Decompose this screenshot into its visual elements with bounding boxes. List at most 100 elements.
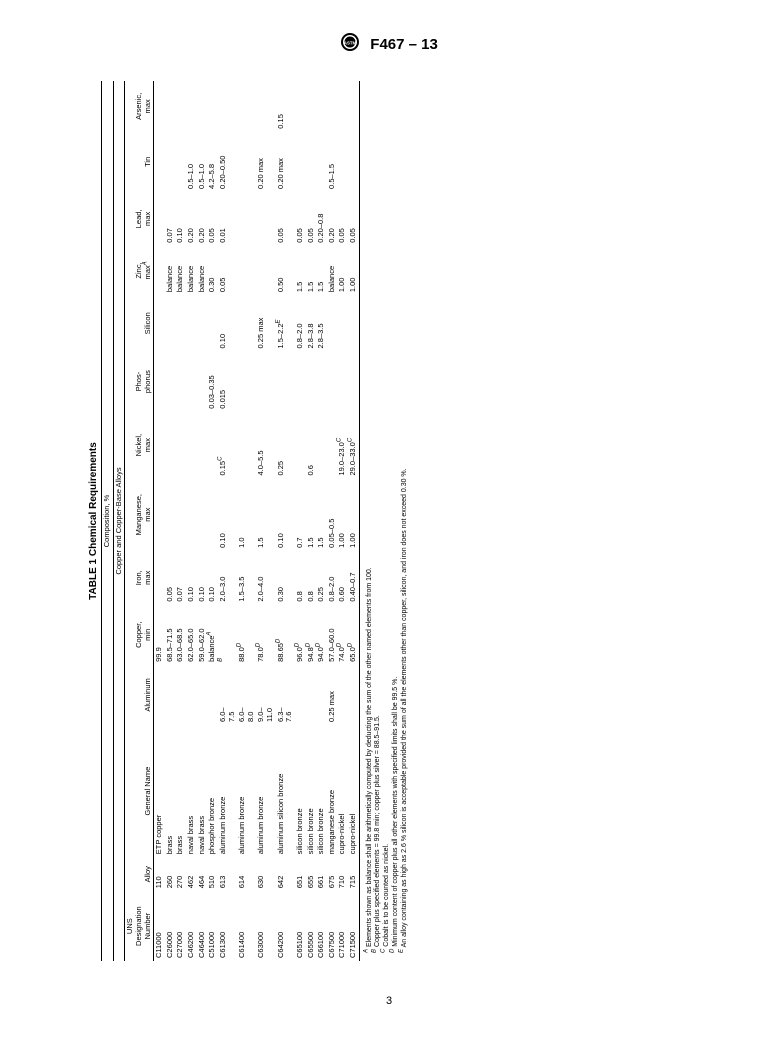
cell-uns: C65100 — [295, 891, 306, 961]
cell-uns: C46400 — [197, 891, 208, 961]
cell-phos — [337, 351, 348, 411]
cell-uns: C63000 — [256, 891, 275, 961]
table-row: C66100661silicon bronze94.0D0.251.52.8–3… — [316, 81, 327, 961]
cell-aluminum — [295, 665, 306, 725]
cell-arsenic — [316, 81, 327, 132]
cell-zinc: 0.50 — [276, 246, 295, 295]
cell-iron: 2.0–4.0 — [256, 551, 275, 605]
col-phosphorus: Phos-phorus — [125, 351, 154, 411]
cell-zinc: 1.00 — [348, 246, 359, 295]
cell-aluminum — [348, 665, 359, 725]
col-tin: Tin — [125, 132, 154, 192]
cell-phos — [295, 351, 306, 411]
cell-manganese — [154, 479, 165, 551]
table-row: C61300613aluminum bronze6.0–7.5B2.0–3.00… — [218, 81, 237, 961]
col-alloy: Alloy — [125, 857, 154, 891]
cell-manganese — [207, 479, 218, 551]
cell-silicon: 2.8–3.5 — [316, 295, 327, 351]
cell-iron: 0.10 — [207, 551, 218, 605]
cell-copper: 88.65D — [276, 605, 295, 665]
cell-tin — [337, 132, 348, 192]
cell-iron: 0.10 — [197, 551, 208, 605]
col-copper: Copper,min — [125, 605, 154, 665]
cell-arsenic — [207, 81, 218, 132]
cell-phos — [197, 351, 208, 411]
chemical-requirements-table: Composition, % Copper and Copper-Base Al… — [101, 81, 360, 961]
cell-uns: C65500 — [306, 891, 317, 961]
cell-alloy: 715 — [348, 857, 359, 891]
cell-silicon: 2.8–3.8 — [306, 295, 317, 351]
cell-nickel — [197, 412, 208, 479]
cell-tin — [295, 132, 306, 192]
cell-zinc: 1.5 — [295, 246, 306, 295]
table-row: C65100651silicon bronze96.0D0.80.70.8–2.… — [295, 81, 306, 961]
cell-name: naval brass — [197, 725, 208, 857]
cell-arsenic — [237, 81, 256, 132]
cell-lead: 0.20 — [327, 192, 338, 246]
cell-lead: 0.07 — [165, 192, 176, 246]
cell-arsenic — [186, 81, 197, 132]
cell-copper: 94.8D — [306, 605, 317, 665]
cell-alloy: 270 — [175, 857, 186, 891]
cell-copper: 62.0–65.0 — [186, 605, 197, 665]
col-name: General Name — [125, 725, 154, 857]
cell-zinc: balance — [175, 246, 186, 295]
cell-uns: C66100 — [316, 891, 327, 961]
table-row: C65500655silicon bronze94.8D0.81.50.62.8… — [306, 81, 317, 961]
cell-arsenic — [175, 81, 186, 132]
col-silicon: Silicon — [125, 295, 154, 351]
cell-arsenic — [306, 81, 317, 132]
cell-iron — [154, 551, 165, 605]
cell-nickel: 0.15C — [218, 412, 237, 479]
spanner-copper-base: Copper and Copper-Base Alloys — [113, 81, 125, 961]
cell-aluminum — [207, 665, 218, 725]
cell-manganese: 1.00 — [348, 479, 359, 551]
cell-uns: C27000 — [175, 891, 186, 961]
cell-zinc: balance — [165, 246, 176, 295]
cell-phos — [165, 351, 176, 411]
cell-uns: C61300 — [218, 891, 237, 961]
cell-aluminum — [175, 665, 186, 725]
cell-alloy: 613 — [218, 857, 237, 891]
cell-tin — [237, 132, 256, 192]
cell-copper: 78.0D — [256, 605, 275, 665]
cell-tin: 0.20 max — [276, 132, 295, 192]
cell-aluminum: 6.0–8.0 — [237, 665, 256, 725]
cell-nickel: 0.6 — [306, 412, 317, 479]
cell-alloy: 642 — [276, 857, 295, 891]
cell-tin: 4.2–5.8 — [207, 132, 218, 192]
cell-silicon — [154, 295, 165, 351]
cell-name: aluminum silicon bronze — [276, 725, 295, 857]
cell-silicon — [207, 295, 218, 351]
cell-silicon — [237, 295, 256, 351]
cell-nickel: 4.0–5.5 — [256, 412, 275, 479]
cell-lead: 0.05 — [337, 192, 348, 246]
cell-tin — [165, 132, 176, 192]
cell-iron: 0.25 — [316, 551, 327, 605]
col-uns: UNSDesignationNumber — [125, 891, 154, 961]
cell-iron: 0.07 — [175, 551, 186, 605]
table-title: TABLE 1 Chemical Requirements — [88, 81, 99, 961]
col-aluminum: Aluminum — [125, 665, 154, 725]
cell-phos — [327, 351, 338, 411]
cell-arsenic — [295, 81, 306, 132]
table-row: C27000270brass63.0–68.50.07balance0.10 — [175, 81, 186, 961]
cell-silicon — [197, 295, 208, 351]
cell-alloy: 260 — [165, 857, 176, 891]
cell-arsenic — [197, 81, 208, 132]
cell-silicon: 0.25 max — [256, 295, 275, 351]
cell-alloy: 110 — [154, 857, 165, 891]
footnote-E: E An alloy containing as high as 2.6 % s… — [401, 81, 410, 961]
cell-manganese: 1.5 — [256, 479, 275, 551]
cell-uns: C67500 — [327, 891, 338, 961]
cell-tin — [175, 132, 186, 192]
cell-tin: 0.20–0.50 — [218, 132, 237, 192]
cell-manganese: 1.00 — [337, 479, 348, 551]
cell-zinc — [237, 246, 256, 295]
cell-alloy: 510 — [207, 857, 218, 891]
table-row: C71000710cupro-nickel74.0D0.601.0019.0–2… — [337, 81, 348, 961]
cell-name: aluminum bronze — [218, 725, 237, 857]
cell-tin: 0.20 max — [256, 132, 275, 192]
cell-nickel — [237, 412, 256, 479]
col-zinc: Zinc,maxA — [125, 246, 154, 295]
